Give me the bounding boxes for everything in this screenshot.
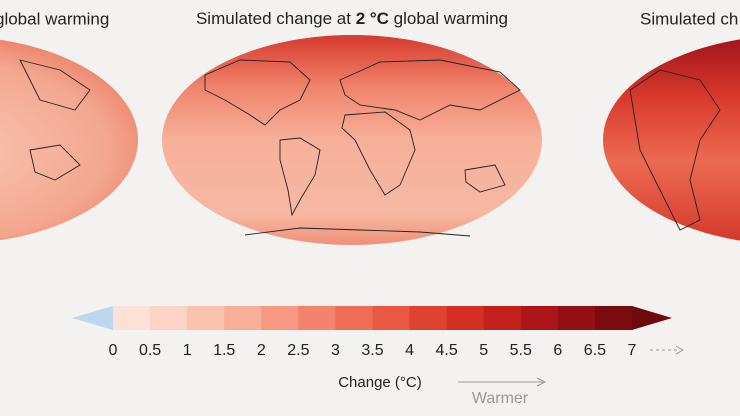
colorbar-tick-label: 5	[479, 342, 488, 359]
colorbar-bin	[557, 306, 596, 330]
title-part: Simulated change at	[196, 9, 356, 28]
dashed-arrow-head	[675, 345, 685, 355]
colorbar-tick-label: 6	[553, 342, 562, 359]
colorbar-tick-label: 5.5	[510, 342, 532, 359]
colorbar-tick-label: 4.5	[436, 342, 458, 359]
colorbar-tick-label: 0	[109, 342, 118, 359]
colorbar: 0 0.5 1 1.5 2 2.5 3 3.5 4 4.5 5 5.5 6 6.5 7	[72, 306, 685, 359]
colorbar-tick-label: 2.5	[287, 342, 309, 359]
colorbar-tick-label: 7	[628, 342, 637, 359]
map-center	[162, 35, 542, 245]
map-title: Simulated ch	[640, 9, 738, 28]
map-title: global warming	[0, 9, 109, 28]
colorbar-tick-label: 1.5	[213, 342, 235, 359]
warmer-label: Warmer	[472, 390, 529, 407]
title-part: global warming	[389, 9, 508, 28]
colorbar-bin	[446, 306, 485, 330]
colorbar-tick-label: 3.5	[361, 342, 383, 359]
colorbar-tick-label: 3	[331, 342, 340, 359]
colorbar-tick-label: 1	[183, 342, 192, 359]
colorbar-bin	[372, 306, 411, 330]
colorbar-tick-label: 4	[405, 342, 414, 359]
colorbar-under	[72, 306, 113, 330]
colorbar-bin	[335, 306, 373, 330]
colorbar-bin	[113, 306, 151, 330]
colorbar-bin	[187, 306, 225, 330]
colorbar-bin	[224, 306, 262, 330]
colorbar-tick-label: 2	[257, 342, 266, 359]
map-title: Simulated change at 2 °C global warming	[196, 9, 508, 28]
colorbar-bin	[520, 306, 559, 330]
colorbar-tick-label: 6.5	[584, 342, 606, 359]
colorbar-bin	[409, 306, 448, 330]
colorbar-tick-label: 0.5	[139, 342, 161, 359]
map-right	[603, 39, 740, 241]
colorbar-bin	[150, 306, 188, 330]
colorbar-bin	[483, 306, 522, 330]
map-left	[0, 39, 138, 241]
colorbar-over	[632, 306, 672, 330]
coastlines	[19, 59, 721, 237]
colorbar-label: Change (°C)	[338, 374, 422, 391]
warmer-arrow-head	[536, 377, 547, 387]
colorbar-bin	[594, 306, 633, 330]
colorbar-bin	[261, 306, 299, 330]
title-part: 2 °C	[356, 9, 389, 28]
colorbar-bin	[298, 306, 336, 330]
